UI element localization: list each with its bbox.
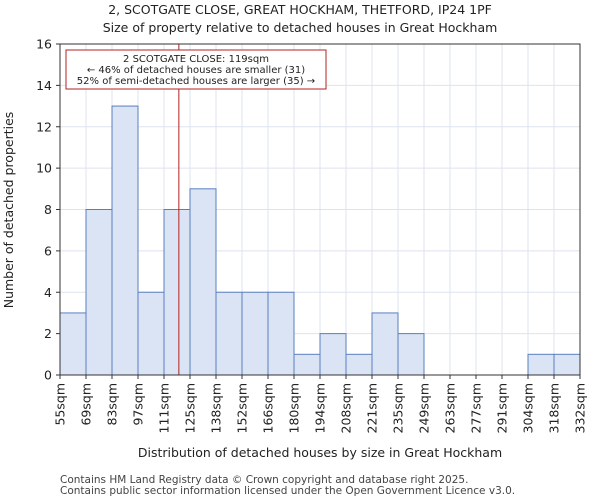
annotation-line-2: ← 46% of detached houses are smaller (31…	[87, 65, 305, 76]
bar-138sqm	[215, 291, 243, 376]
x-tick-label-97sqm: 97sqm	[131, 383, 146, 426]
x-tick-label-249sqm: 249sqm	[417, 383, 432, 433]
y-tick-label-12: 12	[36, 119, 52, 134]
x-tick-label-111sqm: 111sqm	[157, 383, 172, 433]
x-tick-label-221sqm: 221sqm	[365, 383, 380, 433]
y-ticks: 0 2 4 6 8 10 12 14 16	[36, 37, 60, 383]
x-tick-label-208sqm: 208sqm	[339, 383, 354, 433]
bar-55sqm	[59, 312, 87, 376]
x-tick-label-138sqm: 138sqm	[209, 383, 224, 433]
bar-194sqm	[319, 333, 347, 376]
annotation-line-3: 52% of semi-detached houses are larger (…	[77, 76, 315, 87]
x-tick-label-263sqm: 263sqm	[443, 383, 458, 433]
x-tick-label-83sqm: 83sqm	[105, 383, 120, 426]
bar-221sqm	[371, 312, 399, 376]
bar-97sqm	[137, 291, 165, 376]
x-ticks: 55sqm 69sqm 83sqm 97sqm 111sqm 125sqm 138sqm 15…	[53, 375, 588, 433]
bar-180sqm	[293, 353, 321, 376]
bar-125sqm	[189, 188, 217, 376]
bars-group	[59, 105, 581, 376]
bar-83sqm	[111, 105, 139, 376]
x-tick-label-304sqm: 304sqm	[521, 383, 536, 433]
x-tick-label-152sqm: 152sqm	[235, 383, 250, 433]
y-axis-label: Number of detached properties	[1, 112, 16, 309]
x-tick-label-166sqm: 166sqm	[261, 383, 276, 433]
y-tick-label-6: 6	[44, 243, 52, 258]
x-tick-label-69sqm: 69sqm	[79, 383, 94, 426]
bar-235sqm	[397, 333, 425, 376]
y-tick-label-8: 8	[44, 202, 52, 217]
bar-69sqm	[85, 209, 113, 376]
y-tick-label-2: 2	[44, 326, 52, 341]
x-tick-label-55sqm: 55sqm	[53, 383, 68, 426]
x-tick-label-235sqm: 235sqm	[391, 383, 406, 433]
x-tick-label-291sqm: 291sqm	[495, 383, 510, 433]
x-tick-label-194sqm: 194sqm	[313, 383, 328, 433]
annotation-line-1: 2 SCOTGATE CLOSE: 119sqm	[123, 54, 269, 65]
x-tick-label-277sqm: 277sqm	[469, 383, 484, 433]
footer-line-1: Contains HM Land Registry data © Crown c…	[60, 474, 468, 486]
annotation-border	[65, 49, 327, 90]
annotation-box: 2 SCOTGATE CLOSE: 119sqm ← 46% of detach…	[65, 49, 327, 90]
footer-line-2: Contains public sector information licen…	[60, 485, 515, 497]
bar-318sqm	[553, 353, 581, 376]
bar-111sqm	[163, 209, 191, 376]
x-tick-label-318sqm: 318sqm	[547, 383, 562, 433]
bar-304sqm	[527, 353, 555, 376]
bar-166sqm	[267, 291, 295, 376]
y-tick-label-0: 0	[44, 368, 52, 383]
chart-subtitle: Size of property relative to detached ho…	[103, 20, 498, 35]
bar-208sqm	[345, 353, 373, 376]
y-tick-label-16: 16	[36, 37, 52, 52]
bar-152sqm	[241, 291, 269, 376]
x-tick-label-332sqm: 332sqm	[573, 383, 588, 433]
x-tick-label-180sqm: 180sqm	[287, 383, 302, 433]
x-tick-label-125sqm: 125sqm	[183, 383, 198, 433]
y-tick-label-4: 4	[44, 285, 52, 300]
x-axis-label: Distribution of detached houses by size …	[138, 445, 502, 460]
y-tick-label-14: 14	[36, 78, 52, 93]
chart-title: 2, SCOTGATE CLOSE, GREAT HOCKHAM, THETFO…	[108, 2, 492, 17]
y-tick-label-10: 10	[36, 161, 52, 176]
